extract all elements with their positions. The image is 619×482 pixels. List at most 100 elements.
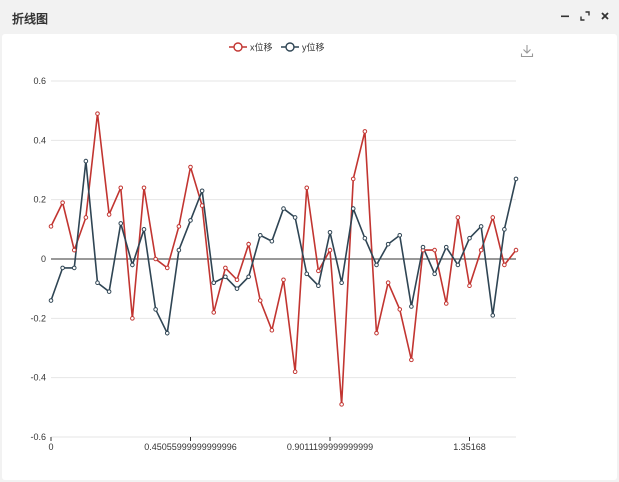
y-displacement-point[interactable] <box>455 262 461 268</box>
y-displacement-point[interactable] <box>71 265 77 271</box>
title-bar: 折线图 <box>0 0 619 34</box>
y-displacement-point[interactable] <box>188 218 193 223</box>
x-displacement-point[interactable] <box>490 215 496 220</box>
y-displacement-point[interactable] <box>443 244 449 250</box>
x-tick-label: 1.35168 <box>453 442 486 452</box>
y-displacement-point[interactable] <box>199 188 205 194</box>
y-displacement-point[interactable] <box>164 330 170 336</box>
x-displacement-point[interactable] <box>409 357 414 363</box>
y-displacement-point[interactable] <box>490 313 496 318</box>
x-displacement-point[interactable] <box>176 224 182 229</box>
y-displacement-point[interactable] <box>223 274 228 280</box>
axes: -0.6 -0.4 -0.2 0 0.2 0.4 0.6 0 0.450559999999999… <box>30 76 516 452</box>
y-displacement-point[interactable] <box>327 230 333 235</box>
legend-marker <box>233 42 243 52</box>
x-displacement-point[interactable] <box>443 301 449 306</box>
close-icon[interactable] <box>596 7 614 25</box>
y-displacement-point[interactable] <box>409 304 414 309</box>
x-displacement-point[interactable] <box>374 330 379 336</box>
x-displacement-point[interactable] <box>188 164 193 170</box>
x-displacement-point[interactable] <box>130 316 135 321</box>
x-displacement-point[interactable] <box>304 185 310 191</box>
x-displacement-point[interactable] <box>327 247 333 253</box>
y-displacement-point[interactable] <box>420 244 426 250</box>
y-displacement-point[interactable] <box>339 280 344 286</box>
y-displacement-point[interactable] <box>478 224 484 229</box>
y-displacement-point[interactable] <box>397 232 403 238</box>
y-displacement-point[interactable] <box>374 262 379 268</box>
y-displacement-point[interactable] <box>48 298 54 303</box>
legend-item-x[interactable]: x位移 <box>229 42 273 53</box>
x-displacement-point[interactable] <box>71 247 77 253</box>
y-displacement-point[interactable] <box>141 227 147 232</box>
y-displacement-point[interactable] <box>211 280 217 286</box>
y-displacement-point[interactable] <box>83 158 89 164</box>
y-tick-label: -0.2 <box>30 313 46 323</box>
x-displacement-point[interactable] <box>385 280 391 286</box>
x-displacement-point[interactable] <box>432 247 437 253</box>
y-displacement-point[interactable] <box>281 206 286 211</box>
legend[interactable]: x位移 y位移 <box>229 42 325 53</box>
x-displacement-point[interactable] <box>397 307 403 312</box>
x-displacement-point[interactable] <box>292 369 298 375</box>
x-displacement-point[interactable] <box>164 265 170 271</box>
x-displacement-point[interactable] <box>339 402 344 407</box>
download-icon[interactable] <box>520 44 534 58</box>
x-displacement-point[interactable] <box>106 212 112 217</box>
y-displacement-point[interactable] <box>60 265 65 271</box>
y-displacement-point[interactable] <box>176 247 182 253</box>
x-displacement-point[interactable] <box>153 256 158 262</box>
y-displacement-point[interactable] <box>432 271 437 277</box>
x-displacement-point[interactable] <box>513 247 519 253</box>
x-tick-label: 0 <box>48 442 53 452</box>
x-displacement-point[interactable] <box>467 283 472 289</box>
y-tick-label: 0 <box>41 254 46 264</box>
y-displacement-point[interactable] <box>246 274 251 280</box>
x-displacement-point[interactable] <box>118 185 124 191</box>
y-displacement-point[interactable] <box>304 271 310 277</box>
y-displacement-point[interactable] <box>234 286 240 291</box>
x-displacement-point[interactable] <box>234 277 240 283</box>
x-displacement-point[interactable] <box>478 247 484 253</box>
minimize-icon[interactable] <box>556 7 574 25</box>
legend-item-y[interactable]: y位移 <box>281 42 325 53</box>
x-displacement-point[interactable] <box>257 298 263 303</box>
x-displacement-point[interactable] <box>95 111 100 116</box>
y-displacement-point[interactable] <box>502 227 507 232</box>
y-displacement-point[interactable] <box>350 206 356 211</box>
y-displacement-point[interactable] <box>269 238 275 244</box>
x-displacement-point[interactable] <box>269 327 275 333</box>
expand-icon[interactable] <box>576 7 594 25</box>
x-displacement-point[interactable] <box>211 310 217 315</box>
y-displacement-point[interactable] <box>106 289 112 294</box>
y-displacement-point[interactable] <box>118 221 124 226</box>
series-lines <box>48 111 519 407</box>
x-displacement-point[interactable] <box>141 185 147 191</box>
x-displacement-point[interactable] <box>455 215 461 220</box>
x-displacement-point[interactable] <box>83 215 89 220</box>
y-displacement-point[interactable] <box>467 235 472 241</box>
y-displacement-point[interactable] <box>385 241 391 247</box>
x-displacement-point[interactable] <box>281 277 286 283</box>
window-title: 折线图 <box>12 12 49 26</box>
x-displacement-point[interactable] <box>316 268 321 274</box>
x-displacement-point[interactable] <box>350 176 356 182</box>
x-displacement-point[interactable] <box>502 262 507 268</box>
y-displacement-point[interactable] <box>257 232 263 238</box>
x-displacement-point[interactable] <box>362 129 368 134</box>
y-displacement-point[interactable] <box>316 283 321 289</box>
y-displacement-point[interactable] <box>130 262 135 268</box>
y-displacement-point[interactable] <box>153 307 158 312</box>
legend-label: x位移 <box>250 42 273 53</box>
x-displacement-point[interactable] <box>199 203 205 208</box>
x-displacement-point[interactable] <box>246 241 251 247</box>
x-displacement-point[interactable] <box>60 200 65 205</box>
x-displacement-point[interactable] <box>48 224 54 229</box>
y-displacement-point[interactable] <box>513 176 519 182</box>
y-displacement-point[interactable] <box>292 215 298 220</box>
y-displacement-point[interactable] <box>95 280 100 286</box>
x-displacement-point[interactable] <box>223 265 228 271</box>
x-tick-label: 0.9011199999999999 <box>287 442 373 452</box>
y-displacement-point[interactable] <box>362 235 368 241</box>
